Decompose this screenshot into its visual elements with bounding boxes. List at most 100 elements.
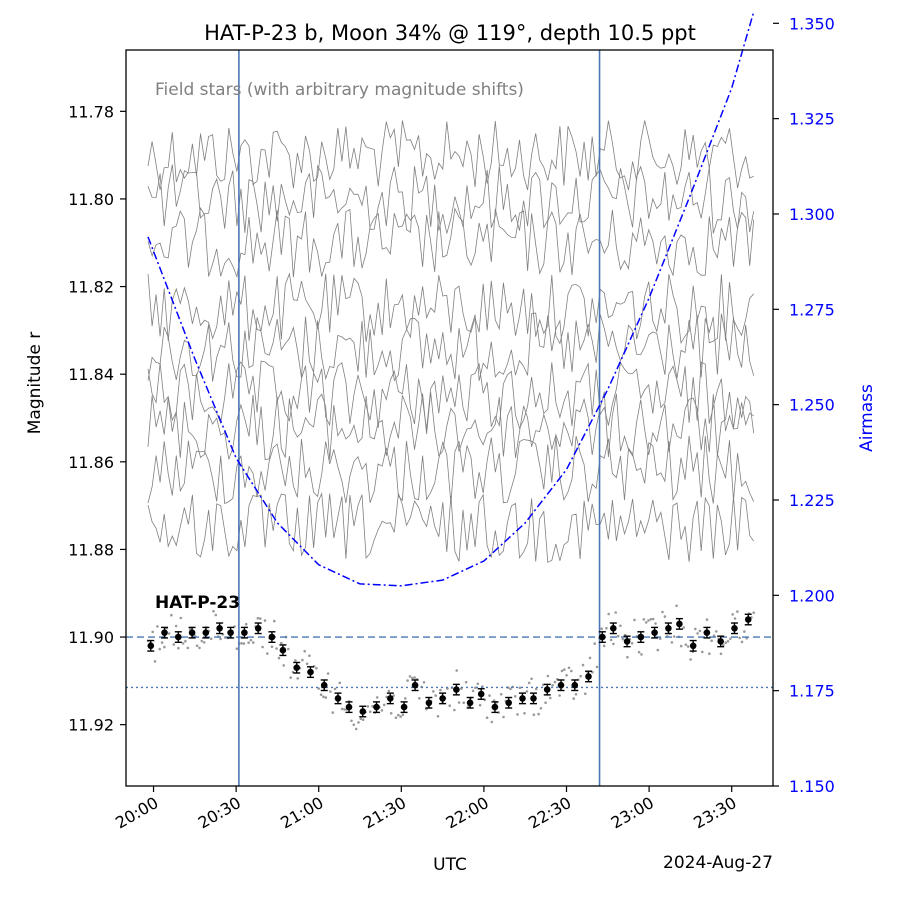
raw-point [455, 669, 459, 672]
raw-point [537, 712, 540, 716]
raw-point [212, 609, 215, 613]
binned-point [744, 616, 752, 623]
y2-tick-label: 1.300 [789, 205, 835, 224]
raw-point [740, 640, 744, 644]
binned-point [571, 681, 579, 689]
raw-point [642, 618, 646, 621]
raw-point [633, 618, 636, 622]
y-tick-label: 11.92 [68, 716, 114, 735]
raw-point [572, 697, 575, 700]
field-stars-group [147, 120, 755, 563]
raw-point [177, 646, 180, 650]
field-star-series [147, 164, 755, 234]
raw-point [181, 642, 185, 645]
y2-tick-label: 1.150 [789, 777, 835, 796]
raw-point [202, 641, 206, 644]
raw-point [261, 645, 264, 649]
raw-point [588, 656, 592, 660]
binned-point [320, 681, 328, 689]
raw-point [539, 707, 543, 710]
raw-point [160, 641, 164, 644]
raw-point [743, 630, 746, 633]
raw-point [719, 652, 723, 656]
raw-point [689, 658, 692, 661]
raw-point [731, 613, 734, 616]
binned-point [387, 695, 394, 702]
raw-point [612, 642, 615, 646]
raw-point [708, 652, 711, 655]
raw-point [158, 647, 161, 651]
raw-point [682, 626, 685, 629]
raw-point [647, 619, 650, 622]
target-annotation: HAT-P-23 [155, 593, 240, 613]
raw-point [308, 654, 311, 657]
y-tick-label: 11.88 [68, 540, 114, 559]
raw-point [701, 650, 704, 654]
raw-point [198, 646, 201, 650]
raw-point [404, 697, 407, 700]
raw-point [439, 688, 442, 692]
raw-point [214, 613, 218, 617]
raw-point [595, 665, 599, 669]
binned-point [147, 642, 155, 650]
reference-lines-group [126, 50, 773, 786]
raw-point [392, 694, 395, 697]
raw-point [256, 616, 260, 620]
raw-point [301, 658, 304, 662]
raw-point [457, 701, 461, 704]
raw-point [259, 617, 262, 620]
raw-point [401, 713, 405, 717]
binned-point [676, 620, 683, 628]
raw-point [518, 686, 522, 689]
raw-point [305, 662, 309, 665]
binned-point [254, 625, 262, 632]
binned-point [689, 642, 697, 650]
field-star-series [147, 435, 755, 505]
raw-point [563, 668, 566, 671]
raw-point [658, 637, 662, 640]
raw-point [738, 636, 741, 640]
raw-point [527, 681, 531, 685]
raw-point [371, 705, 374, 708]
y-tick-label: 11.86 [68, 453, 114, 472]
raw-point [387, 689, 391, 693]
binned-point [466, 699, 474, 707]
raw-point [422, 681, 426, 684]
raw-point [366, 705, 370, 708]
raw-point [488, 694, 491, 697]
raw-point [296, 677, 300, 680]
binned-point [731, 625, 738, 632]
raw-point [630, 642, 634, 645]
binned-point [491, 703, 499, 711]
raw-point [411, 676, 414, 680]
raw-point [195, 644, 199, 647]
binned-point [359, 708, 367, 715]
raw-point [315, 666, 318, 670]
binned-point [268, 633, 276, 641]
raw-point [277, 656, 281, 660]
raw-point [736, 610, 739, 613]
raw-point [476, 682, 480, 686]
binned-point [345, 703, 353, 711]
raw-point [275, 647, 278, 650]
y-axis-label: Magnitude r [25, 332, 45, 434]
y2-tick-label: 1.250 [789, 396, 835, 415]
raw-point [340, 707, 344, 711]
raw-point [614, 611, 617, 614]
raw-point [170, 613, 173, 617]
binned-point [425, 699, 433, 707]
binned-point [293, 664, 301, 671]
raw-point [282, 664, 286, 667]
raw-point [679, 644, 683, 648]
raw-point [380, 709, 384, 712]
raw-point [242, 642, 246, 645]
raw-point [167, 632, 171, 635]
raw-point [287, 647, 290, 651]
raw-point [672, 635, 676, 638]
raw-point [397, 713, 400, 717]
raw-point [338, 681, 342, 685]
raw-point [249, 638, 253, 642]
raw-point [684, 643, 688, 646]
raw-point [705, 618, 709, 621]
